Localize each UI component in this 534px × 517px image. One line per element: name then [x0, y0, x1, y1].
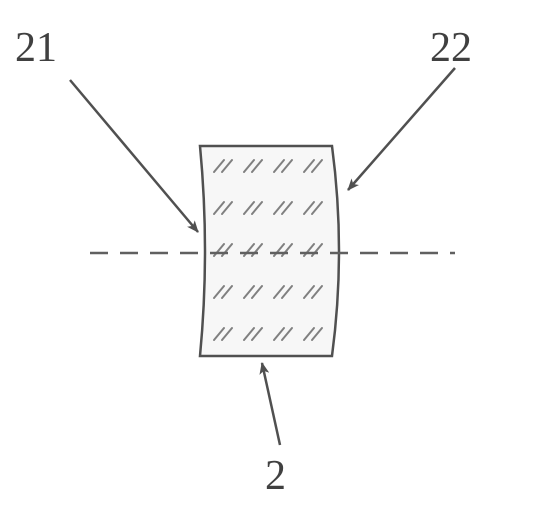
- label-22: 22: [430, 24, 472, 72]
- arrow-bottom: [262, 363, 280, 445]
- lens-body: [200, 146, 339, 356]
- label-21: 21: [15, 24, 57, 72]
- label-2: 2: [265, 452, 286, 500]
- diagram-svg: [0, 0, 534, 517]
- arrow-right: [348, 68, 455, 190]
- diagram-container: 21 22 2: [0, 0, 534, 517]
- arrow-left: [70, 80, 198, 232]
